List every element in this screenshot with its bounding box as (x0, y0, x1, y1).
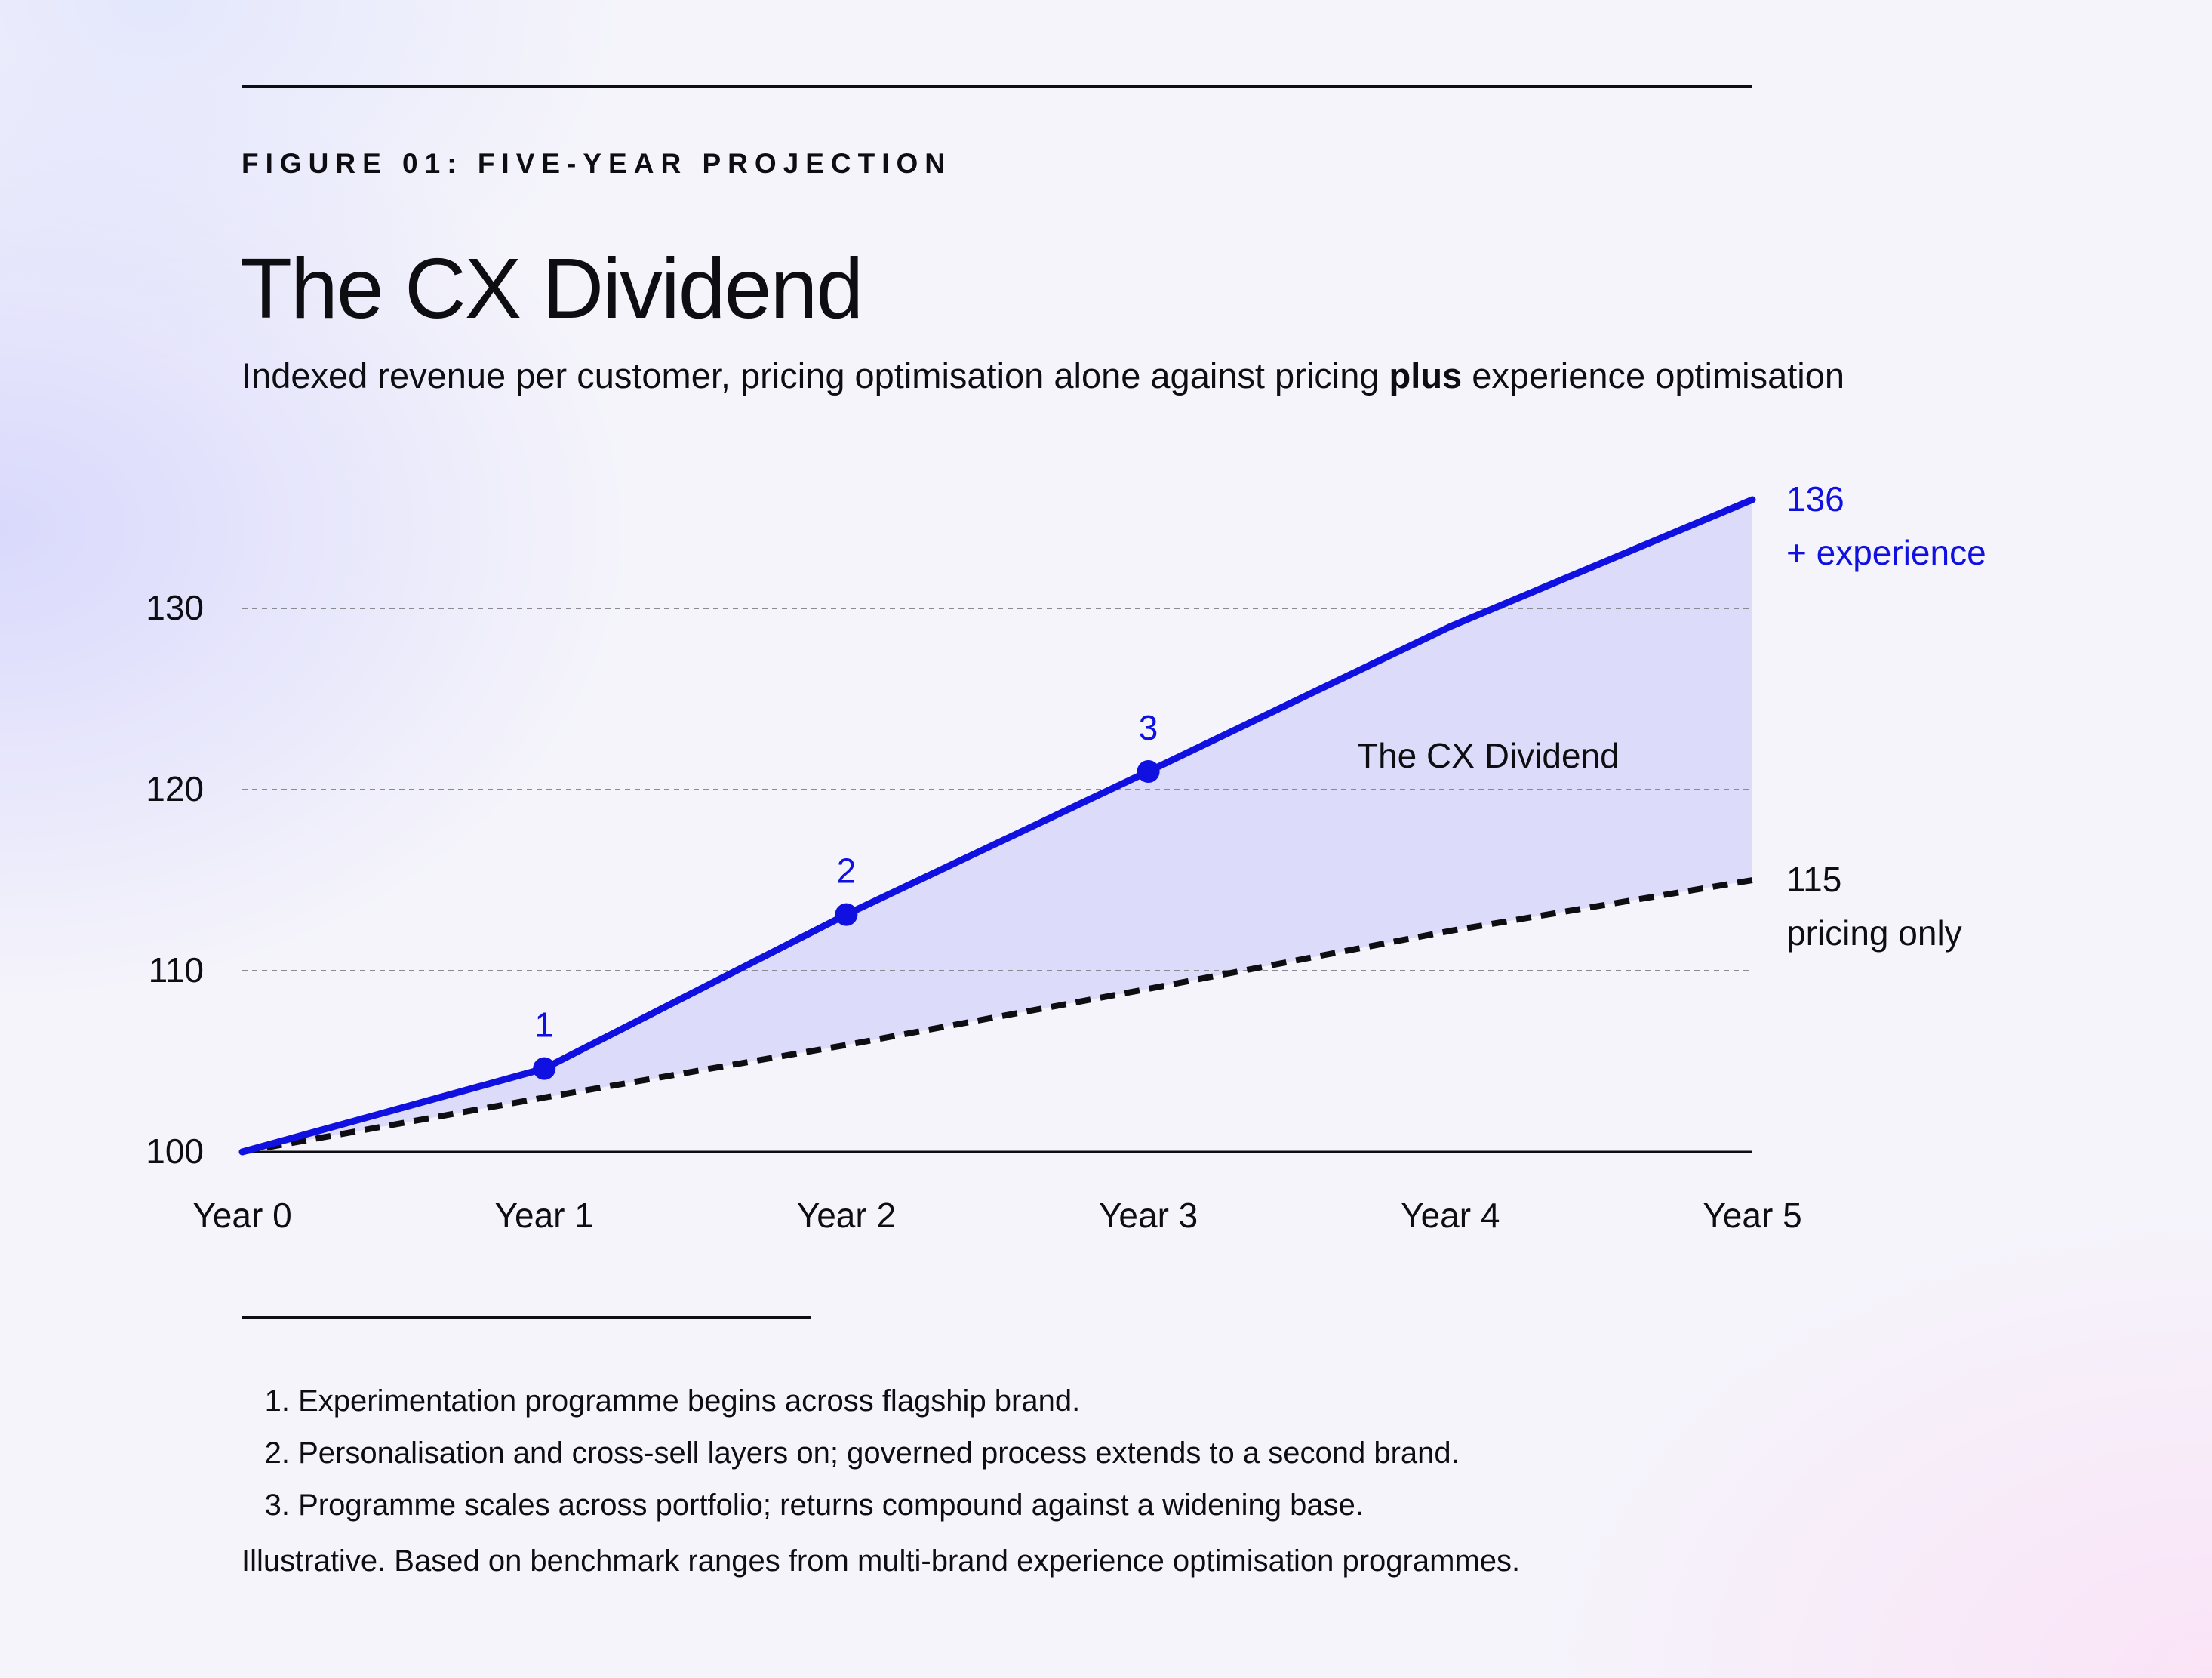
x-tick-label: Year 5 (1703, 1196, 1801, 1235)
milestone-label: 1 (534, 1005, 554, 1045)
series-line-experience (238, 496, 1756, 1156)
x-tick-label: Year 0 (192, 1196, 291, 1235)
footnote-1: 1. Experimentation programme begins acro… (242, 1375, 1460, 1427)
x-tick-label: Year 1 (495, 1196, 594, 1235)
cx-dividend-annotation: The CX Dividend (1357, 736, 1620, 775)
footnote-text: Experimentation programme begins across … (298, 1384, 1081, 1418)
subtitle-emphasis: plus (1389, 356, 1463, 396)
y-tick-label: 130 (146, 588, 204, 627)
x-tick-label: Year 4 (1401, 1196, 1500, 1235)
subtitle-text-end: experience optimisation (1462, 356, 1845, 396)
figure-eyebrow: FIGURE 01: FIVE-YEAR PROJECTION (242, 148, 952, 179)
pricing-end-value: 115 (1786, 860, 1841, 899)
x-tick-label: Year 3 (1099, 1196, 1198, 1235)
experience-series-label: + experience (1786, 533, 1986, 572)
x-tick-label: Year 2 (797, 1196, 896, 1235)
footnote-text: Personalisation and cross-sell layers on… (298, 1436, 1460, 1470)
footnote-number: 3. (264, 1489, 290, 1522)
pricing-series-label: pricing only (1786, 913, 1962, 953)
source-note: Illustrative. Based on benchmark ranges … (242, 1544, 1521, 1578)
y-tick-label: 120 (146, 769, 204, 808)
subtitle-text-start: Indexed revenue per customer, pricing op… (242, 356, 1389, 396)
footnote-2: 2. Personalisation and cross-sell layers… (242, 1427, 1460, 1479)
top-rule (242, 85, 1752, 88)
line-chart: 100 110 120 130 Year 0 Year 1 Year 2 Year 3 Year… (146, 479, 1986, 1235)
footnotes-list: 1. Experimentation programme begins acro… (242, 1375, 1460, 1532)
y-tick-label: 100 (146, 1131, 204, 1171)
footnote-text: Programme scales across portfolio; retur… (298, 1489, 1364, 1522)
footnote-number: 2. (264, 1436, 290, 1470)
milestone-label: 3 (1139, 708, 1158, 747)
milestone-label: 2 (837, 851, 857, 891)
y-tick-label: 110 (149, 950, 204, 990)
notes-rule (242, 1316, 811, 1319)
footnote-number: 1. (264, 1384, 290, 1418)
series-line-pricing-only (242, 877, 1753, 1155)
footnote-3: 3. Programme scales across portfolio; re… (242, 1479, 1460, 1532)
milestone-marker (835, 903, 858, 926)
milestone-marker (1137, 760, 1160, 783)
page-title: The CX Dividend (240, 241, 863, 336)
milestone-marker (533, 1057, 556, 1080)
chart-subtitle: Indexed revenue per customer, pricing op… (242, 355, 1844, 397)
experience-end-value: 136 (1786, 479, 1844, 519)
